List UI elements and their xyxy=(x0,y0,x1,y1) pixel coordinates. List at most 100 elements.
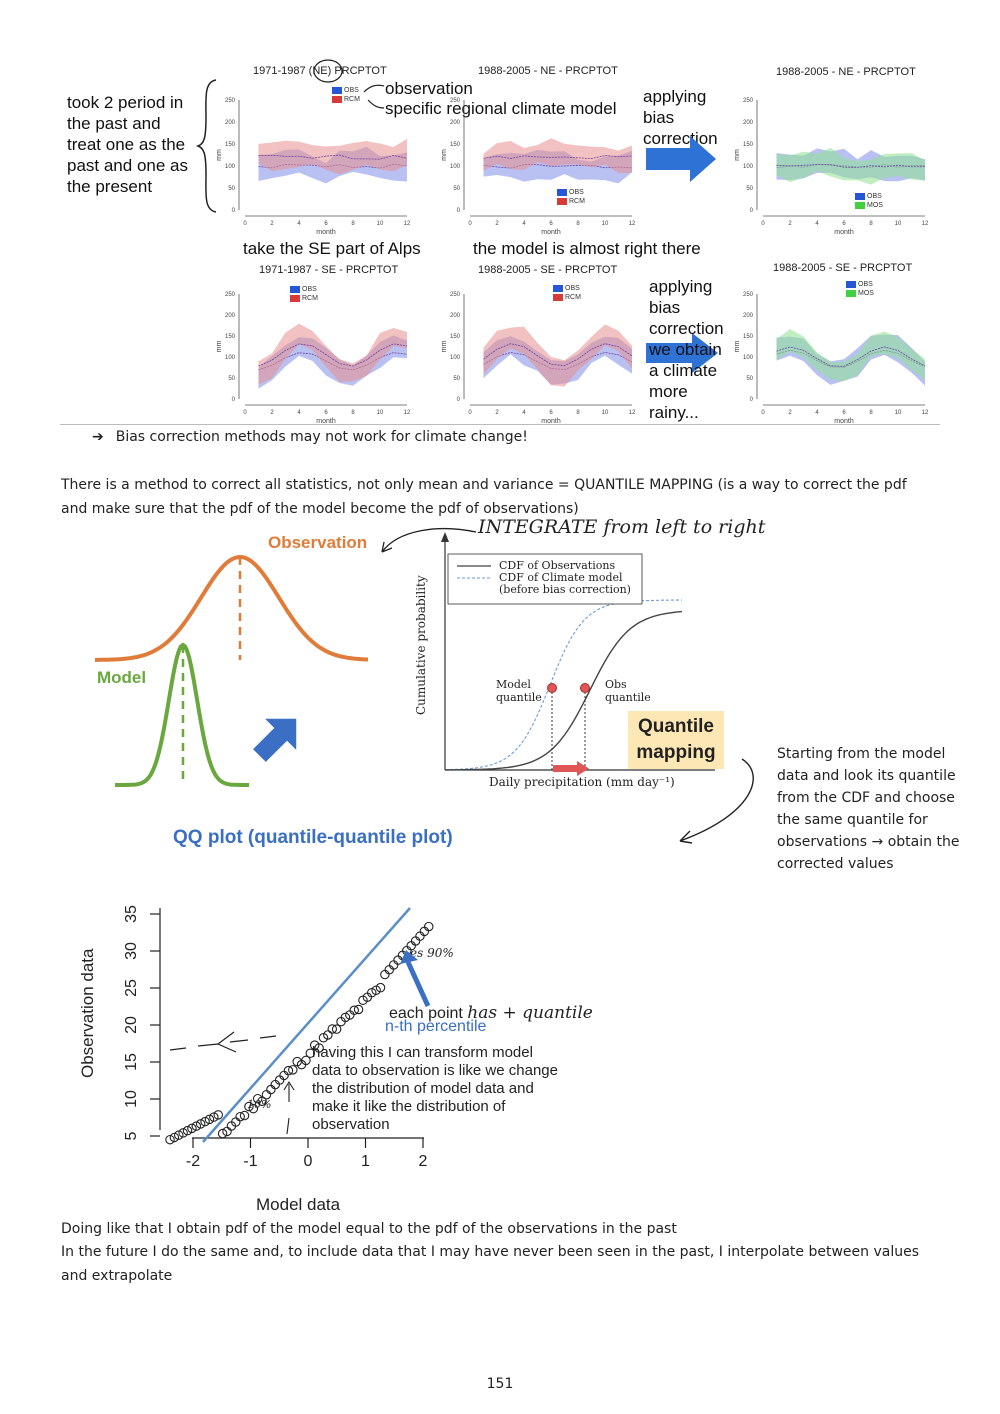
cdf-legend-text: CDF of Observations CDF of Climate model… xyxy=(499,559,631,596)
svg-text:0: 0 xyxy=(468,410,472,416)
svg-text:mm: mm xyxy=(441,341,448,353)
ne-past-plot: 250 200 150 100 50 0 0 2 4 6 8 10 12 month mm xyxy=(216,98,411,236)
svg-text:100: 100 xyxy=(225,355,236,361)
svg-text:2: 2 xyxy=(270,410,274,416)
integrate-arrow xyxy=(381,527,477,553)
svg-text:10: 10 xyxy=(895,410,902,416)
qq-y-tick: 25 xyxy=(123,979,140,997)
applying-bias-note: applying bias correction xyxy=(643,87,718,148)
qq-point xyxy=(423,921,434,932)
qq-point xyxy=(165,1134,175,1145)
svg-text:250: 250 xyxy=(450,292,461,298)
svg-text:mm: mm xyxy=(734,341,741,353)
transform-note: having this I can transform model data t… xyxy=(312,1044,558,1133)
qq-point xyxy=(314,1043,324,1053)
cdf-plot xyxy=(441,532,715,776)
svg-text:4: 4 xyxy=(522,410,526,416)
qq-y-label: Observation data xyxy=(78,948,97,1078)
ne-corrected-legend: OBS MOS xyxy=(855,192,883,210)
svg-text:8: 8 xyxy=(576,410,580,416)
svg-text:150: 150 xyxy=(450,142,461,148)
qq-point xyxy=(235,1111,245,1122)
svg-text:month: month xyxy=(316,229,336,236)
svg-text:0: 0 xyxy=(232,208,236,214)
model-label: Model xyxy=(97,668,147,687)
svg-text:250: 250 xyxy=(743,98,754,104)
qq-point xyxy=(191,1121,202,1131)
qq-point xyxy=(380,969,390,980)
svg-text:100: 100 xyxy=(450,355,461,361)
conclusion-paragraph-1: Doing like that I obtain pdf of the mode… xyxy=(61,1221,677,1237)
right-arrow-icon xyxy=(646,136,716,182)
cdf-obs-curve xyxy=(445,610,683,771)
svg-text:150: 150 xyxy=(225,142,236,148)
svg-text:0: 0 xyxy=(457,208,461,214)
svg-text:4: 4 xyxy=(297,410,301,416)
qq-point xyxy=(200,1116,210,1127)
svg-text:month: month xyxy=(834,229,854,236)
svg-text:10: 10 xyxy=(895,221,902,227)
svg-text:6: 6 xyxy=(842,221,846,227)
quantile-mapping-label: Quantile mapping xyxy=(628,711,724,769)
se-part-note: take the SE part of Alps xyxy=(243,239,421,258)
svg-text:50: 50 xyxy=(228,376,235,382)
observation-label: Observation xyxy=(268,533,368,552)
svg-text:10: 10 xyxy=(602,221,609,227)
svg-text:100: 100 xyxy=(743,355,754,361)
svg-text:0: 0 xyxy=(761,221,765,227)
se-corrected-title: 1988-2005 - SE - PRCPTOT xyxy=(773,262,913,274)
svg-text:200: 200 xyxy=(743,313,754,319)
svg-text:2: 2 xyxy=(495,410,499,416)
qq-y-tick: 20 xyxy=(123,1016,140,1034)
right-arrow-icon-se xyxy=(646,333,718,373)
svg-text:2: 2 xyxy=(495,221,499,227)
qq-point xyxy=(288,1065,298,1075)
svg-text:250: 250 xyxy=(450,98,461,104)
svg-text:0: 0 xyxy=(457,397,461,403)
svg-text:200: 200 xyxy=(225,120,236,126)
pdf-curves xyxy=(95,554,369,787)
qq-point xyxy=(305,1048,316,1059)
svg-text:12: 12 xyxy=(629,221,636,227)
conclusion-paragraph-2: In the future I do the same and, to incl… xyxy=(61,1244,920,1284)
ne-circle-mark xyxy=(313,59,343,83)
svg-text:month: month xyxy=(316,418,336,425)
svg-text:8: 8 xyxy=(869,221,873,227)
svg-text:0: 0 xyxy=(750,208,754,214)
qq-y-tick: 30 xyxy=(123,942,140,960)
observation-curve xyxy=(95,554,369,662)
label-90: es 90% xyxy=(410,946,454,960)
two-periods-note: took 2 period in the past and treat one … xyxy=(67,93,188,196)
qq-point xyxy=(349,1005,359,1016)
svg-text:month: month xyxy=(541,229,561,236)
qq-point xyxy=(327,1024,338,1034)
ne-corrected-title: 1988-2005 - NE - PRCPTOT xyxy=(776,66,916,78)
almost-right-note: the model is almost right there xyxy=(473,239,701,258)
svg-text:6: 6 xyxy=(549,410,553,416)
se-past-legend: OBS RCM xyxy=(290,285,318,303)
svg-text:50: 50 xyxy=(453,186,460,192)
svg-text:250: 250 xyxy=(225,292,236,298)
qq-reference-line xyxy=(202,907,411,1143)
nth-percentile-label: n-th percentile xyxy=(385,1018,487,1035)
qq-point xyxy=(415,931,425,941)
ne-present-plot: 250 200 150 100 50 0 0 2 4 6 8 10 12 month mm xyxy=(441,98,636,236)
ne-past-legend: OBS RCM xyxy=(332,86,360,104)
qq-point xyxy=(257,1096,267,1106)
observation-annotation: observation xyxy=(385,79,473,98)
se-corrected-plot: 250 200 150 100 50 0 0 2 4 6 8 10 12 month mm xyxy=(734,292,929,425)
ne-present-title: 1988-2005 - NE - PRCPTOT xyxy=(478,65,618,77)
svg-text:250: 250 xyxy=(743,292,754,298)
label-10: 10% xyxy=(247,1098,272,1111)
svg-text:100: 100 xyxy=(450,164,461,170)
bullet-point: ➔ Bias correction methods may not work fo… xyxy=(92,425,528,449)
percentile-arrow-icon xyxy=(400,950,431,1008)
qq-point xyxy=(204,1114,215,1125)
qq-point xyxy=(419,926,430,937)
qq-point xyxy=(213,1110,223,1120)
svg-text:6: 6 xyxy=(549,221,553,227)
se-corrected-legend: OBS MOS xyxy=(846,280,874,298)
svg-text:0: 0 xyxy=(761,410,765,416)
svg-text:200: 200 xyxy=(225,313,236,319)
svg-text:10: 10 xyxy=(377,410,384,416)
